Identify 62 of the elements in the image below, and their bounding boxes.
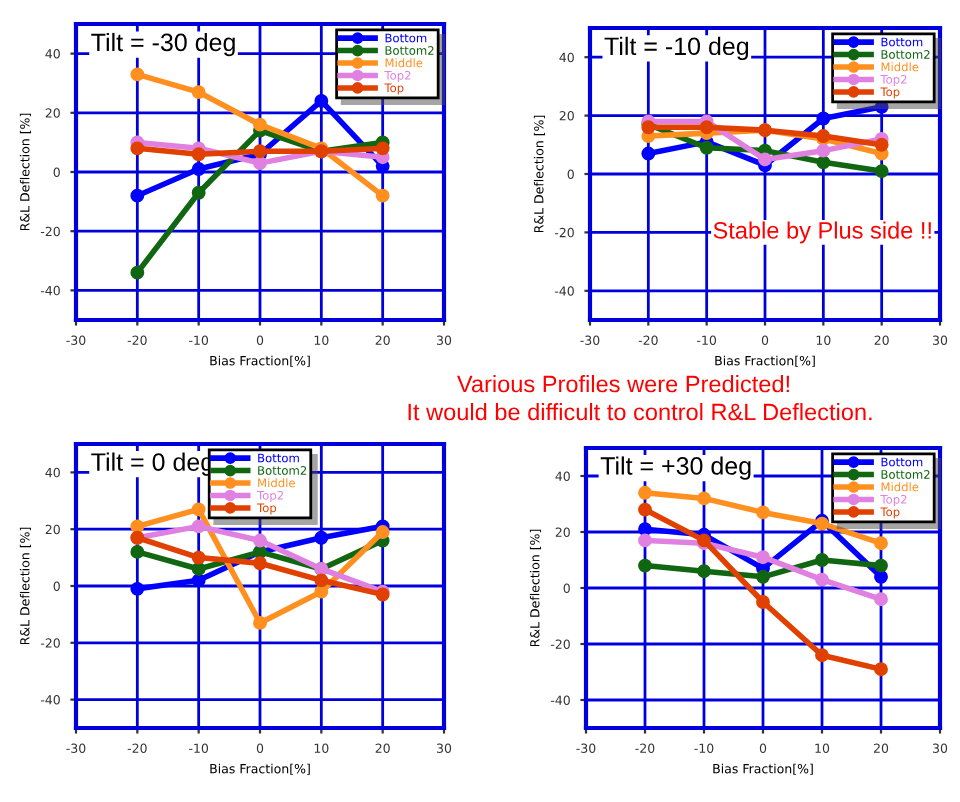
point xyxy=(191,573,206,588)
chart-title: Tilt = -10 deg xyxy=(604,36,749,61)
point xyxy=(815,553,829,567)
point xyxy=(130,67,145,82)
point xyxy=(191,550,206,565)
point xyxy=(874,137,889,152)
point xyxy=(874,569,888,584)
point xyxy=(638,485,652,500)
point xyxy=(130,544,145,559)
point xyxy=(699,120,714,135)
point xyxy=(191,162,206,176)
point xyxy=(191,147,206,162)
point xyxy=(874,536,888,551)
point xyxy=(375,141,390,156)
chart-title: Tilt = +30 deg xyxy=(600,456,751,480)
point xyxy=(314,573,329,588)
point xyxy=(253,556,267,571)
point xyxy=(314,530,329,545)
point xyxy=(191,519,206,534)
point xyxy=(874,558,888,573)
point xyxy=(375,188,390,203)
point xyxy=(641,146,656,161)
point xyxy=(375,525,390,539)
point xyxy=(130,581,145,596)
point xyxy=(130,188,145,203)
point xyxy=(756,569,770,584)
text: Various Profiles were Predicted! xyxy=(457,374,789,393)
point xyxy=(874,662,888,677)
point xyxy=(697,564,711,579)
point xyxy=(697,491,711,506)
point xyxy=(816,143,831,158)
point xyxy=(314,94,329,108)
annotation: Stable by Plus side !! xyxy=(713,221,931,244)
point xyxy=(758,152,772,167)
point xyxy=(815,572,829,587)
point xyxy=(253,117,267,132)
text: It would be difficult to control R&L Deflection. xyxy=(408,402,872,421)
point xyxy=(253,533,267,548)
point xyxy=(191,85,206,100)
point xyxy=(638,502,652,517)
point xyxy=(874,592,888,607)
point xyxy=(699,140,714,155)
point xyxy=(874,164,889,179)
point xyxy=(756,595,770,609)
point xyxy=(756,550,770,565)
point xyxy=(638,533,652,548)
point xyxy=(816,155,831,170)
point xyxy=(815,648,829,663)
point xyxy=(253,156,267,171)
point xyxy=(816,111,831,126)
point xyxy=(130,141,145,156)
point xyxy=(191,502,206,517)
point xyxy=(638,558,652,573)
point xyxy=(130,519,145,534)
point xyxy=(191,185,206,200)
point xyxy=(638,522,652,537)
point xyxy=(253,615,267,630)
point xyxy=(191,562,206,576)
point xyxy=(130,265,145,280)
point xyxy=(314,584,329,599)
chart-title: Tilt = -30 deg xyxy=(91,32,235,57)
point xyxy=(756,505,770,520)
